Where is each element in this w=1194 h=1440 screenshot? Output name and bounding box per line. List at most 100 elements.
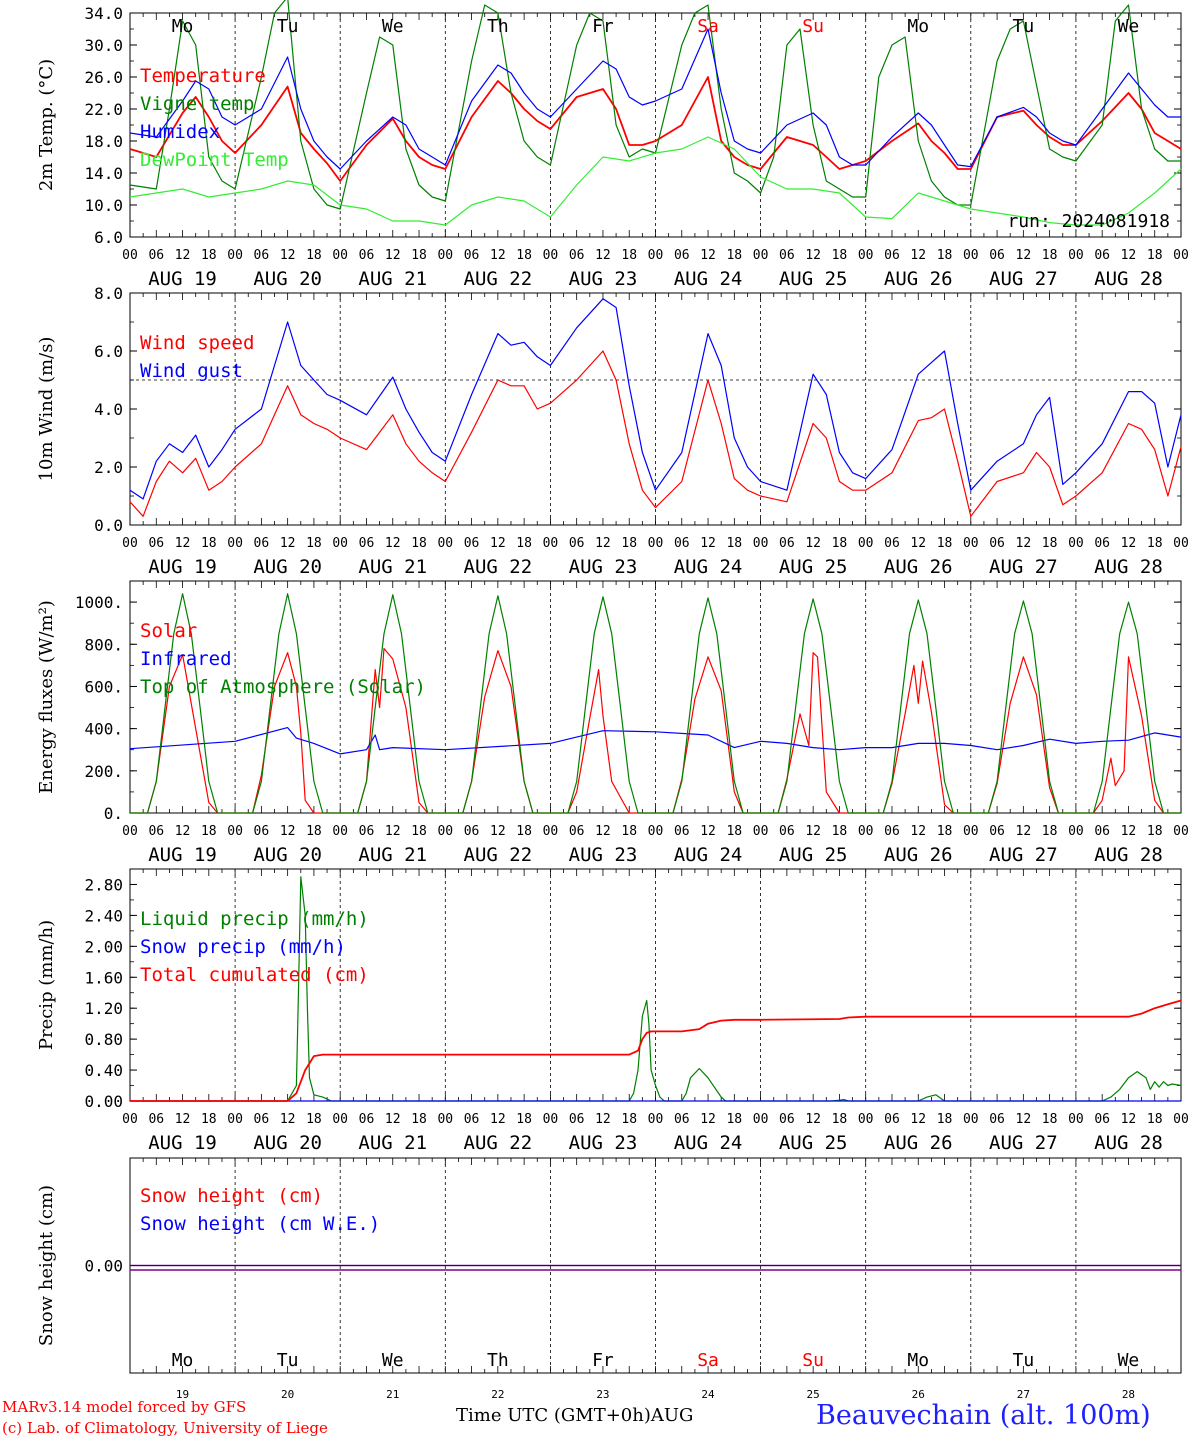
- precip-hour-label: 18: [411, 1112, 427, 1127]
- precip-hour-label: 06: [254, 1112, 270, 1127]
- precip-y-tick-label: 1.20: [84, 999, 123, 1018]
- energy-hour-label: 18: [411, 824, 427, 839]
- energy-hour-label: 00: [753, 824, 769, 839]
- temperature-hour-label: 12: [280, 248, 296, 263]
- wind-hour-label: 18: [306, 536, 322, 551]
- temperature-day-label: AUG 27: [989, 268, 1058, 290]
- temperature-day-label: AUG 21: [358, 268, 427, 290]
- wind-hour-label: 12: [175, 536, 191, 551]
- energy-hour-label: 12: [1121, 824, 1137, 839]
- precip-hour-label: 06: [359, 1112, 375, 1127]
- temperature-y-tick-label: 26.0: [84, 68, 123, 87]
- precip-y-tick-label: 1.60: [84, 968, 123, 987]
- snow-weekday-label: Su: [802, 1350, 824, 1371]
- station-name: Beauvechain (alt. 100m): [816, 1400, 1151, 1431]
- wind-hour-label: 00: [753, 536, 769, 551]
- wind-y-tick-label: 4.0: [94, 400, 123, 419]
- temperature-hour-label: 18: [411, 248, 427, 263]
- precip-day-label: AUG 24: [674, 1132, 743, 1154]
- temperature-hour-label: 12: [910, 248, 926, 263]
- temperature-day-label: AUG 25: [779, 268, 848, 290]
- wind-hour-label: 00: [858, 536, 874, 551]
- wind-hour-label: 06: [1094, 536, 1110, 551]
- temperature-hour-label: 06: [1094, 248, 1110, 263]
- wind-hour-label: 12: [805, 536, 821, 551]
- precip-hour-label: 12: [595, 1112, 611, 1127]
- temperature-hour-label: 00: [648, 248, 664, 263]
- precip-hour-label: 18: [832, 1112, 848, 1127]
- energy-y-tick-label: 800.: [84, 635, 123, 654]
- energy-hour-label: 06: [148, 824, 164, 839]
- day-number-label: 28: [1122, 1388, 1135, 1401]
- precip-hour-label: 18: [516, 1112, 532, 1127]
- precip-hour-label: 12: [280, 1112, 296, 1127]
- energy-hour-label: 06: [359, 824, 375, 839]
- temperature-hour-label: 00: [227, 248, 243, 263]
- temperature-hour-label: 12: [1016, 248, 1032, 263]
- temperature-series-line: [129, 28, 1181, 170]
- energy-hour-label: 12: [385, 824, 401, 839]
- precip-series-line: [130, 999, 1182, 1102]
- temperature-hour-label: 06: [464, 248, 480, 263]
- wind-hour-label: 00: [1173, 536, 1189, 551]
- wind-hour-label: 18: [201, 536, 217, 551]
- temperature-frame: [129, 12, 1182, 238]
- energy-day-label: AUG 23: [569, 844, 638, 866]
- wind-hour-label: 06: [359, 536, 375, 551]
- wind-panel: 0.0 2.0 4.0 6.0 8.0 10m Wind (m/s) Wind speed W…: [36, 284, 1189, 578]
- snow-y-axis-title: Snow height (cm): [36, 1185, 57, 1346]
- temperature-hour-label: 06: [779, 248, 795, 263]
- temperature-hour-label: 00: [1173, 248, 1189, 263]
- temperature-hour-label: 06: [359, 248, 375, 263]
- precip-hour-label: 12: [1121, 1112, 1137, 1127]
- day-number-label: 25: [807, 1388, 820, 1401]
- wind-day-label: AUG 21: [358, 556, 427, 578]
- wind-hour-label: 00: [543, 536, 559, 551]
- wind-hour-label: 06: [779, 536, 795, 551]
- wind-y-tick-label: 0.0: [94, 516, 123, 535]
- precip-day-label: AUG 21: [358, 1132, 427, 1154]
- energy-y-axis-title: Energy fluxes (W/m²): [36, 600, 57, 794]
- day-number-label: 23: [596, 1388, 609, 1401]
- energy-hour-label: 00: [543, 824, 559, 839]
- energy-hour-label: 06: [464, 824, 480, 839]
- energy-hour-label: 18: [1147, 824, 1163, 839]
- precip-legend-entry: Total cumulated (cm): [140, 964, 369, 986]
- precip-hour-label: 18: [1147, 1112, 1163, 1127]
- precip-y-tick-label: 0.80: [84, 1030, 123, 1049]
- precip-hour-label: 00: [543, 1112, 559, 1127]
- precip-hour-label: 00: [963, 1112, 979, 1127]
- energy-day-label: AUG 19: [148, 844, 217, 866]
- weekday-label: Th: [487, 16, 509, 37]
- energy-hour-label: 18: [516, 824, 532, 839]
- precip-y-axis-title: Precip (mm/h): [36, 920, 57, 1050]
- temperature-hour-label: 00: [332, 248, 348, 263]
- temperature-y-tick-label: 30.0: [84, 36, 123, 55]
- wind-hour-label: 00: [332, 536, 348, 551]
- weekday-label: Sa: [697, 16, 719, 37]
- wind-hour-label: 18: [937, 536, 953, 551]
- temperature-hour-label: 12: [700, 248, 716, 263]
- wind-hour-label: 00: [648, 536, 664, 551]
- energy-hour-label: 00: [648, 824, 664, 839]
- temperature-hour-label: 06: [884, 248, 900, 263]
- precip-day-label: AUG 25: [779, 1132, 848, 1154]
- wind-hour-label: 06: [884, 536, 900, 551]
- energy-day-label: AUG 22: [464, 844, 533, 866]
- energy-hour-label: 06: [674, 824, 690, 839]
- temperature-y-tick-label: 22.0: [84, 100, 123, 119]
- run-label: run: 2024081918: [1007, 211, 1170, 232]
- day-number-label: 24: [701, 1388, 715, 1401]
- wind-day-label: AUG 19: [148, 556, 217, 578]
- wind-hour-label: 12: [385, 536, 401, 551]
- temperature-hour-label: 06: [989, 248, 1005, 263]
- wind-hour-label: 18: [1042, 536, 1058, 551]
- temperature-hour-label: 18: [1042, 248, 1058, 263]
- snow-weekday-label: Mo: [172, 1350, 194, 1371]
- energy-series-line: [130, 593, 1181, 814]
- temperature-day-label: AUG 26: [884, 268, 953, 290]
- wind-series-line: [129, 350, 1182, 517]
- energy-hour-label: 06: [569, 824, 585, 839]
- temperature-hour-label: 00: [437, 248, 453, 263]
- wind-hour-label: 12: [1121, 536, 1137, 551]
